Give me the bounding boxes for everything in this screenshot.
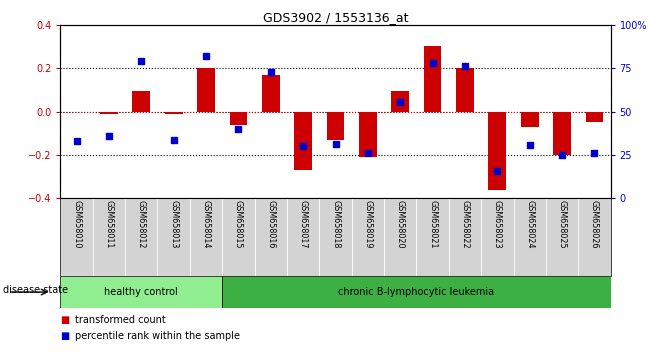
Bar: [294, 112, 312, 170]
Bar: [222, 276, 611, 308]
Bar: [165, 112, 183, 114]
Point: [492, 168, 503, 174]
Text: GSM658017: GSM658017: [299, 200, 307, 248]
Text: GSM658012: GSM658012: [137, 200, 146, 248]
Point: [524, 142, 535, 148]
Text: GSM658011: GSM658011: [105, 200, 113, 248]
Text: GSM658021: GSM658021: [428, 200, 437, 248]
Text: GSM658018: GSM658018: [331, 200, 340, 248]
Text: GSM658019: GSM658019: [364, 200, 372, 248]
Bar: [197, 68, 215, 112]
Text: GSM658023: GSM658023: [493, 200, 502, 248]
Point: [233, 126, 244, 132]
Bar: [521, 112, 539, 127]
Text: GSM658024: GSM658024: [525, 200, 534, 248]
Point: [298, 143, 309, 149]
Text: GSM658026: GSM658026: [590, 200, 599, 248]
Text: GSM658015: GSM658015: [234, 200, 243, 248]
Point: [168, 137, 179, 143]
Bar: [423, 46, 442, 112]
Text: GSM658020: GSM658020: [396, 200, 405, 248]
Bar: [586, 112, 603, 122]
Text: GSM658010: GSM658010: [72, 200, 81, 248]
Bar: [132, 91, 150, 112]
Point: [395, 99, 405, 104]
Point: [460, 63, 470, 69]
Point: [71, 138, 82, 144]
Point: [266, 70, 276, 75]
Point: [557, 152, 568, 158]
Point: [589, 150, 600, 155]
Title: GDS3902 / 1553136_at: GDS3902 / 1553136_at: [263, 11, 408, 24]
Bar: [262, 75, 280, 112]
Text: GSM658022: GSM658022: [460, 200, 470, 249]
Text: ■: ■: [60, 331, 70, 341]
Bar: [100, 112, 118, 114]
Text: ■: ■: [60, 315, 70, 325]
Bar: [359, 112, 377, 157]
Bar: [60, 276, 222, 308]
Bar: [229, 112, 248, 125]
Text: transformed count: transformed count: [75, 315, 166, 325]
Bar: [488, 112, 506, 190]
Text: healthy control: healthy control: [105, 287, 178, 297]
Text: disease state: disease state: [3, 285, 68, 295]
Bar: [456, 68, 474, 112]
Point: [362, 150, 373, 155]
Bar: [391, 91, 409, 112]
Bar: [327, 112, 344, 140]
Text: chronic B-lymphocytic leukemia: chronic B-lymphocytic leukemia: [338, 287, 495, 297]
Text: GSM658014: GSM658014: [201, 200, 211, 248]
Point: [427, 60, 438, 65]
Text: GSM658013: GSM658013: [169, 200, 178, 248]
Point: [103, 133, 114, 139]
Point: [201, 53, 211, 59]
Point: [136, 58, 147, 63]
Text: percentile rank within the sample: percentile rank within the sample: [75, 331, 240, 341]
Point: [330, 141, 341, 147]
Text: GSM658025: GSM658025: [558, 200, 566, 249]
Bar: [553, 112, 571, 155]
Text: GSM658016: GSM658016: [266, 200, 275, 248]
